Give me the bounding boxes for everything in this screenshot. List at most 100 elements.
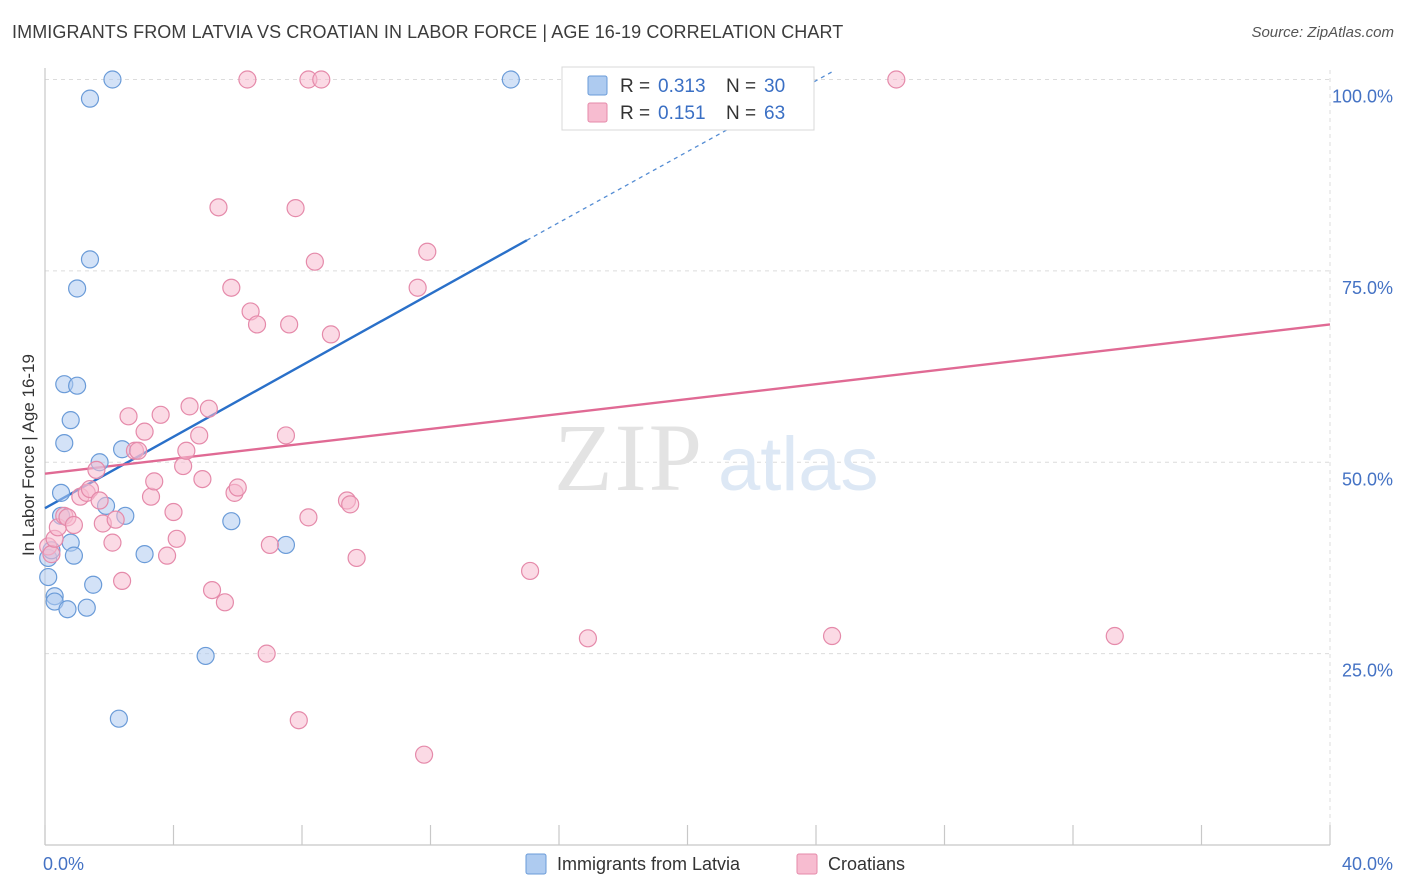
legend-n-value-2: 63 (764, 103, 785, 124)
point-pink-22 (151, 405, 170, 424)
point-pink-10 (87, 460, 106, 480)
point-blue-0 (39, 567, 58, 587)
point-pink-30 (193, 469, 212, 489)
point-pink-61 (887, 70, 906, 89)
point-pink-13 (103, 533, 122, 552)
point-pink-49 (305, 252, 324, 271)
axes (44, 68, 1331, 846)
point-pink-18 (129, 441, 148, 460)
legend-swatch-pink (587, 102, 608, 123)
point-blue-21 (103, 70, 122, 89)
legend-swatch-blue (587, 75, 608, 96)
point-pink-56 (414, 745, 434, 764)
point-blue-16 (80, 250, 100, 269)
watermark-zip: ZIP (554, 404, 704, 511)
x-tick-label-max: 40.0% (1342, 854, 1393, 874)
point-blue-15 (77, 598, 96, 617)
series-legend-label-latvia: Immigrants from Latvia (557, 854, 741, 874)
chart-source: Source: ZipAtlas.com (1251, 24, 1394, 41)
point-pink-62 (1105, 626, 1124, 646)
series-legend: Immigrants from Latvia Croatians (525, 853, 905, 875)
point-pink-26 (174, 456, 193, 476)
point-blue-22 (109, 709, 128, 728)
legend-r-label-1: R = (620, 76, 650, 97)
watermark: ZIP atlas (554, 404, 879, 511)
point-pink-31 (199, 399, 218, 418)
point-pink-58 (520, 561, 540, 581)
point-pink-37 (228, 478, 247, 497)
point-pink-15 (112, 571, 132, 591)
point-pink-44 (280, 315, 299, 334)
x-tick-label-min: 0.0% (43, 854, 84, 874)
legend-r-value-1: 0.313 (658, 76, 706, 97)
point-blue-28 (276, 535, 296, 555)
point-pink-35 (222, 278, 241, 297)
point-pink-14 (106, 510, 125, 529)
point-pink-25 (167, 529, 186, 548)
watermark-atlas: atlas (718, 422, 879, 507)
point-pink-57 (418, 242, 437, 261)
point-pink-29 (190, 426, 209, 445)
point-pink-42 (260, 535, 279, 555)
trend-line-blue (44, 239, 528, 510)
correlation-legend: R = 0.313 N = 30 R = 0.151 N = 63 (561, 66, 815, 131)
point-pink-46 (289, 711, 308, 730)
y-tick-labels: 25.0% 50.0% 75.0% 100.0% (1332, 87, 1393, 681)
point-pink-11 (90, 491, 109, 510)
point-pink-53 (341, 495, 360, 514)
chart-title: IMMIGRANTS FROM LATVIA VS CROATIAN IN LA… (12, 22, 844, 42)
point-pink-19 (135, 422, 154, 441)
point-pink-60 (822, 626, 842, 646)
point-blue-11 (61, 411, 80, 430)
point-blue-14 (68, 279, 87, 298)
point-blue-27 (222, 512, 241, 531)
point-pink-27 (177, 441, 196, 460)
point-pink-28 (180, 397, 199, 416)
point-blue-6 (51, 483, 71, 502)
trend-line-pink (44, 323, 1331, 475)
point-pink-1 (42, 545, 61, 564)
point-pink-45 (286, 199, 305, 218)
x-tick-labels: 0.0% 40.0% (43, 854, 1393, 874)
legend-n-value-1: 30 (764, 76, 785, 97)
y-tick-label-100: 100.0% (1332, 87, 1393, 107)
point-blue-18 (84, 575, 103, 594)
series-legend-label-croatians: Croatians (828, 854, 905, 874)
point-pink-6 (64, 515, 84, 535)
point-blue-25 (135, 545, 154, 564)
point-blue-26 (196, 646, 215, 666)
y-tick-label-50: 50.0% (1342, 469, 1393, 489)
point-blue-12 (64, 546, 84, 565)
point-blue-13 (68, 376, 87, 395)
point-pink-16 (119, 407, 138, 426)
point-blue-7 (55, 434, 74, 453)
point-blue-29 (501, 70, 520, 89)
point-pink-23 (157, 546, 177, 565)
point-pink-21 (145, 472, 164, 491)
point-pink-55 (408, 278, 427, 297)
point-pink-32 (202, 580, 222, 600)
data-points (39, 70, 1124, 764)
point-pink-40 (247, 315, 267, 334)
point-pink-38 (238, 70, 257, 89)
y-tick-label-25: 25.0% (1342, 661, 1393, 681)
point-pink-43 (276, 426, 296, 445)
legend-r-label-2: R = (620, 103, 650, 124)
point-pink-41 (257, 644, 276, 663)
series-legend-swatch-latvia (525, 853, 547, 875)
y-axis-title: In Labor Force | Age 16-19 (19, 354, 38, 556)
point-pink-24 (164, 502, 183, 522)
point-pink-54 (347, 548, 366, 568)
point-pink-50 (312, 70, 331, 89)
point-pink-47 (299, 508, 318, 527)
point-pink-59 (578, 629, 598, 648)
point-pink-33 (209, 198, 228, 217)
y-tick-label-75: 75.0% (1342, 278, 1393, 298)
point-blue-9 (58, 600, 77, 619)
legend-r-value-2: 0.151 (658, 103, 706, 124)
point-pink-20 (141, 487, 161, 506)
series-legend-swatch-croatians (796, 853, 818, 875)
point-pink-51 (321, 325, 341, 344)
legend-n-label-1: N = (726, 76, 756, 97)
